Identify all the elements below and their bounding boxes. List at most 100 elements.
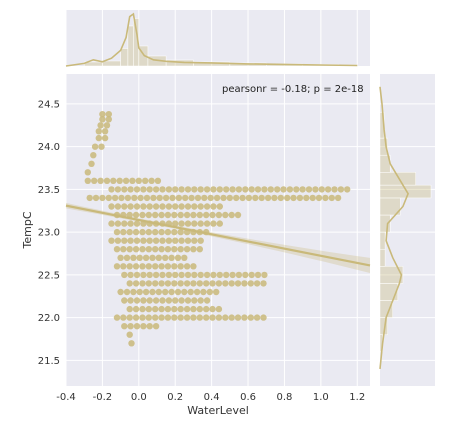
scatter-point	[152, 305, 159, 313]
pearson-annotation: pearsonr = -0.18; p = 2e-18	[222, 84, 364, 95]
scatter-point	[120, 228, 127, 236]
scatter-point	[126, 331, 133, 338]
scatter-point	[140, 186, 147, 193]
scatter-point	[223, 271, 230, 279]
scatter-point	[162, 254, 169, 261]
scatter-point	[216, 186, 223, 193]
scatter-point	[239, 194, 246, 202]
scatter-point	[203, 314, 210, 321]
scatter-point	[132, 280, 140, 287]
scatter-point	[145, 263, 152, 270]
scatter-point	[146, 271, 153, 279]
scatter-point	[261, 271, 268, 279]
scatter-point	[124, 194, 132, 202]
scatter-point	[146, 297, 153, 304]
scatter-point	[248, 186, 255, 193]
scatter-point	[209, 211, 216, 219]
right-histogram-bar	[379, 266, 404, 284]
scatter-point	[191, 237, 198, 244]
scatter-point	[280, 186, 287, 193]
scatter-point	[150, 194, 157, 202]
scatter-point	[155, 288, 162, 296]
scatter-point	[149, 254, 156, 261]
scatter-point	[248, 271, 255, 279]
scatter-point	[178, 186, 185, 193]
scatter-point	[142, 177, 149, 184]
scatter-point	[253, 280, 261, 287]
scatter-point	[88, 160, 95, 167]
right-histogram-bar	[379, 184, 432, 199]
scatter-point	[299, 186, 306, 193]
scatter-point	[139, 280, 146, 287]
scatter-point	[201, 194, 208, 202]
scatter-point	[177, 211, 184, 219]
scatter-point	[222, 314, 229, 321]
scatter-point	[123, 254, 131, 261]
scatter-point	[258, 194, 265, 202]
scatter-point	[159, 237, 166, 244]
scatter-point	[127, 297, 134, 304]
scatter-point	[152, 228, 159, 236]
scatter-point	[172, 237, 179, 244]
scatter-point	[105, 194, 113, 202]
scatter-point	[171, 314, 178, 321]
top-marginal-density-curve	[65, 12, 358, 67]
scatter-point	[213, 194, 221, 202]
scatter-point	[132, 246, 140, 253]
scatter-point	[120, 263, 127, 270]
scatter-point	[121, 237, 128, 244]
x-axis-title: WaterLevel	[187, 404, 249, 417]
scatter-point	[172, 220, 179, 227]
scatter-point	[121, 271, 128, 279]
scatter-point	[139, 246, 146, 253]
scatter-point	[203, 305, 210, 313]
scatter-point	[229, 186, 236, 193]
scatter-point	[171, 246, 178, 253]
scatter-point	[159, 271, 166, 279]
scatter-point	[127, 271, 134, 279]
right-histogram-bar	[379, 231, 386, 250]
scatter-point	[126, 280, 133, 287]
scatter-point	[228, 314, 235, 321]
scatter-point	[196, 246, 203, 253]
scatter-point	[190, 263, 197, 270]
scatter-point	[203, 297, 211, 304]
x-tick-label: -0.2	[93, 392, 113, 403]
y-tick-label: 24.5	[38, 99, 60, 110]
scatter-point	[152, 280, 159, 287]
scatter-point	[172, 186, 179, 193]
scatter-point	[260, 314, 267, 321]
scatter-point	[127, 203, 134, 210]
scatter-point	[108, 203, 115, 210]
scatter-point	[101, 134, 109, 142]
scatter-point	[103, 122, 111, 129]
scatter-point	[184, 220, 192, 227]
scatter-point	[132, 263, 140, 270]
scatter-point	[127, 323, 134, 330]
scatter-point	[105, 111, 113, 118]
scatter-point	[140, 323, 147, 330]
scatter-point	[120, 246, 127, 253]
scatter-point	[191, 271, 198, 279]
scatter-point	[152, 203, 160, 210]
scatter-point	[182, 194, 189, 202]
scatter-point	[133, 271, 141, 279]
scatter-point	[197, 297, 204, 304]
scatter-point	[184, 186, 192, 193]
scatter-point	[184, 297, 192, 304]
scatter-point	[177, 263, 184, 270]
scatter-point	[121, 203, 128, 210]
top-histogram-bar	[102, 60, 121, 67]
scatter-point	[200, 288, 207, 296]
scatter-point	[113, 314, 121, 321]
scatter-point	[86, 194, 93, 202]
scatter-point	[296, 194, 304, 202]
scatter-point	[183, 211, 191, 219]
scatter-point	[133, 297, 141, 304]
scatter-point	[197, 203, 204, 210]
scatter-point	[116, 177, 123, 184]
scatter-point	[142, 254, 150, 261]
scatter-point	[168, 288, 175, 296]
scatter-point	[209, 280, 216, 287]
